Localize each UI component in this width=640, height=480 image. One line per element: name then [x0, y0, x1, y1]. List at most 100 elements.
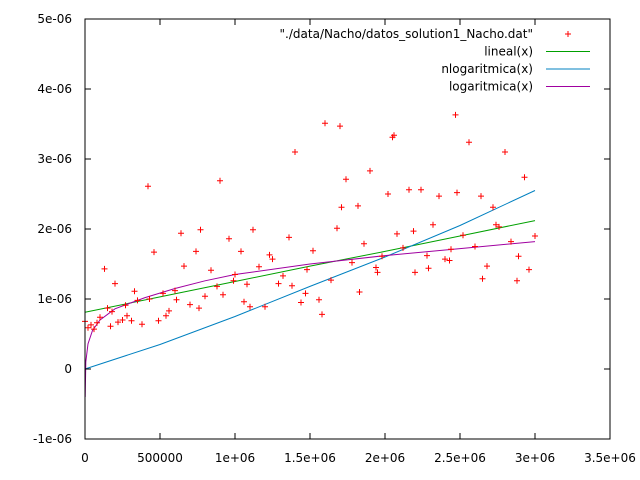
- data-point: [202, 293, 208, 300]
- data-point: [394, 230, 400, 237]
- data-point: [208, 267, 214, 274]
- data-point: [424, 252, 430, 259]
- data-point: [302, 290, 309, 297]
- data-point: [131, 288, 138, 295]
- data-point: [430, 221, 436, 228]
- x-tick-label: 2e+06: [365, 451, 405, 465]
- data-point: [448, 246, 454, 253]
- x-tick-label: 3e+06: [515, 451, 555, 465]
- data-point: [166, 307, 172, 314]
- y-tick-label: 0: [64, 362, 72, 376]
- data-point: [134, 297, 141, 304]
- data-point: [220, 291, 226, 298]
- data-point: [238, 248, 244, 255]
- data-point: [374, 269, 381, 276]
- legend-label: logaritmica(x): [449, 80, 533, 94]
- data-point: [128, 317, 135, 324]
- data-point: [361, 240, 367, 247]
- data-point: [385, 191, 391, 197]
- data-point: [280, 272, 286, 279]
- data-point: [94, 319, 100, 326]
- data-point: [508, 238, 514, 245]
- data-point: [391, 132, 397, 139]
- data-point: [460, 232, 466, 239]
- data-point: [217, 177, 223, 184]
- data-point: [410, 228, 417, 235]
- data-point: [226, 235, 232, 242]
- data-point: [379, 253, 385, 260]
- data-point: [355, 202, 361, 209]
- data-point: [109, 308, 115, 315]
- data-point: [145, 183, 151, 190]
- data-point: [187, 301, 193, 308]
- data-point: [472, 243, 478, 250]
- data-point: [425, 265, 432, 272]
- points-layer: [82, 111, 538, 333]
- data-point: [454, 189, 460, 196]
- data-point: [337, 123, 343, 130]
- data-point: [163, 312, 169, 319]
- series-line-1: [84, 220, 536, 313]
- data-point: [292, 149, 298, 155]
- data-point: [418, 186, 424, 193]
- data-point: [247, 303, 253, 310]
- data-point: [146, 296, 153, 302]
- data-point: [412, 269, 418, 276]
- data-point: [286, 234, 292, 241]
- y-tick-label: -1e-06: [33, 432, 72, 446]
- data-point: [343, 176, 349, 183]
- data-point: [322, 120, 328, 127]
- data-point: [230, 277, 237, 284]
- legend-marker: [565, 31, 571, 37]
- y-tick-label: 2e-06: [37, 222, 72, 236]
- legend-label: nlogaritmica(x): [441, 62, 533, 76]
- y-axis: -1e-06 0 1e-06 2e-06 3e-06 4e-06 5e-06: [33, 12, 610, 446]
- data-point: [107, 323, 114, 330]
- y-tick-label: 4e-06: [37, 82, 72, 96]
- data-point: [442, 256, 448, 263]
- data-point: [466, 139, 472, 146]
- x-tick-label: 1e+06: [215, 451, 255, 465]
- data-point: [172, 287, 178, 294]
- data-point: [478, 193, 484, 200]
- y-tick-label: 3e-06: [37, 152, 72, 166]
- data-point: [515, 253, 522, 260]
- data-point: [490, 204, 496, 211]
- data-point: [436, 193, 442, 200]
- data-point: [319, 311, 325, 318]
- data-point: [178, 230, 184, 237]
- data-point: [256, 263, 262, 270]
- data-point: [452, 111, 459, 118]
- data-point: [289, 282, 295, 289]
- data-point: [244, 281, 250, 288]
- data-point: [104, 305, 111, 312]
- data-point: [526, 266, 532, 273]
- data-point: [139, 321, 145, 328]
- x-tick-label: 0: [81, 451, 89, 465]
- x-tick-label: 500000: [137, 451, 183, 465]
- data-point: [196, 305, 202, 312]
- data-point: [304, 266, 310, 273]
- data-point: [181, 263, 187, 270]
- data-point: [101, 265, 108, 272]
- data-point: [349, 259, 355, 266]
- data-point: [338, 204, 345, 211]
- data-point: [367, 167, 373, 174]
- data-point: [250, 226, 256, 233]
- data-point: [122, 302, 129, 309]
- data-point: [193, 248, 199, 255]
- legend-label: lineal(x): [484, 45, 533, 59]
- data-point: [119, 317, 126, 323]
- data-point: [269, 256, 276, 263]
- data-point: [262, 303, 268, 310]
- data-point: [232, 271, 238, 278]
- y-tick-label: 1e-06: [37, 292, 72, 306]
- data-point: [85, 324, 91, 331]
- data-point: [310, 247, 316, 254]
- data-point: [124, 312, 130, 319]
- data-point: [241, 298, 247, 305]
- data-point: [406, 186, 412, 193]
- x-tick-label: 2.5e+06: [434, 451, 486, 465]
